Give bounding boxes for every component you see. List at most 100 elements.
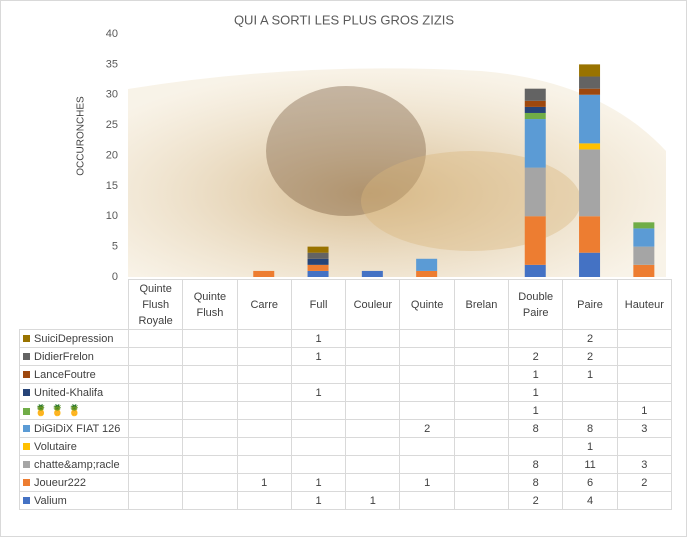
legend-label: LanceFoutre [34, 368, 96, 381]
empty-cell [290, 455, 347, 474]
bar-segment [579, 216, 601, 253]
bar-segment [416, 270, 438, 277]
empty-cell [399, 437, 455, 456]
y-tick-label: 35 [106, 58, 118, 70]
bar-segment [579, 143, 601, 150]
empty-cell [236, 491, 292, 510]
empty-cell [127, 455, 184, 474]
empty-cell [182, 365, 238, 384]
table-value: 2 [562, 329, 618, 348]
empty-cell [236, 455, 292, 474]
legend-label: DidierFrelon [34, 350, 94, 363]
empty-cell [345, 329, 401, 348]
bar-segment [307, 258, 329, 265]
table-value: 3 [616, 455, 672, 474]
legend-cell: LanceFoutre [19, 365, 129, 384]
bar-segment [524, 167, 546, 217]
bar-segment [579, 76, 601, 89]
empty-cell [453, 473, 510, 492]
table-value: 1 [508, 383, 564, 402]
y-axis-label: OCCURONCHES [76, 96, 87, 176]
series-row: 🍍 🍍 🍍 1 1 [19, 401, 672, 420]
empty-cell [182, 383, 238, 402]
category-label: Double Paire [508, 279, 564, 330]
empty-cell [562, 401, 618, 420]
empty-cell [127, 437, 184, 456]
empty-cell [290, 365, 347, 384]
empty-cell [453, 401, 510, 420]
empty-cell [616, 329, 672, 348]
empty-cell [508, 329, 564, 348]
table-value: 1 [508, 401, 564, 420]
empty-cell [182, 347, 238, 366]
legend-label: Joueur222 [34, 476, 86, 489]
empty-cell [182, 401, 238, 420]
series-row: United-Khalifa 1 1 [19, 383, 672, 402]
empty-cell [345, 473, 401, 492]
table-value: 6 [562, 473, 618, 492]
empty-cell [616, 491, 672, 510]
bar-segment [524, 106, 546, 113]
empty-cell [453, 347, 510, 366]
table-value: 11 [562, 455, 618, 474]
bar-segment [307, 252, 329, 259]
empty-cell [508, 437, 564, 456]
category-label: Quinte Flush [182, 279, 238, 330]
legend-swatch [23, 443, 30, 451]
series-row: chatte&amp;racle 8 11 3 [19, 455, 672, 474]
empty-cell [616, 437, 672, 456]
category-label: Quinte [399, 279, 455, 330]
legend-swatch [23, 497, 30, 505]
table-value: 8 [508, 419, 564, 438]
empty-cell [182, 473, 238, 492]
series-row: DidierFrelon 1 2 2 [19, 347, 672, 366]
legend-swatch [23, 425, 30, 433]
empty-cell [127, 383, 184, 402]
table-value: 3 [616, 419, 672, 438]
y-tick-label: 5 [112, 241, 118, 253]
bar-segment [307, 270, 329, 277]
legend-cell: SuiciDepression [19, 329, 129, 348]
legend-label: Volutaire [34, 440, 77, 453]
data-table: Quinte Flush Royale Quinte Flush Carre Full… [19, 279, 672, 510]
table-value: 2 [508, 347, 564, 366]
chart-title: QUI A SORTI LES PLUS GROS ZIZIS [234, 12, 454, 27]
empty-cell [290, 401, 347, 420]
empty-cell [127, 473, 184, 492]
legend-swatch [23, 407, 30, 415]
bar-segment [579, 64, 601, 77]
table-value: 1 [290, 491, 347, 510]
empty-cell [616, 383, 672, 402]
table-value: 1 [616, 401, 672, 420]
category-label: Couleur [345, 279, 401, 330]
table-value: 2 [508, 491, 564, 510]
table-value: 1 [345, 491, 401, 510]
empty-cell [399, 329, 455, 348]
legend-label: Valium [34, 494, 67, 507]
legend-label: 🍍 🍍 🍍 [34, 405, 82, 417]
series-row: Valium 1 1 2 4 [19, 491, 672, 510]
empty-cell [453, 491, 510, 510]
legend-cell: DidierFrelon [19, 347, 129, 366]
series-row: LanceFoutre 1 1 [19, 365, 672, 384]
table-value: 1 [290, 329, 347, 348]
table-value: 2 [562, 347, 618, 366]
table-value: 1 [290, 383, 347, 402]
table-value: 1 [290, 473, 347, 492]
bar-segment [253, 270, 275, 277]
table-value: 1 [508, 365, 564, 384]
bar-segment [524, 88, 546, 101]
table-value: 1 [562, 437, 618, 456]
legend-label: DiGiDiX FIAT 126 [34, 422, 121, 435]
bar-segment [633, 246, 655, 265]
empty-cell [182, 491, 238, 510]
empty-cell [453, 365, 510, 384]
y-tick-label: 0 [112, 271, 118, 283]
category-label: Hauteur [616, 279, 672, 330]
y-tick-label: 15 [106, 180, 118, 192]
empty-cell [236, 365, 292, 384]
bar-segment [579, 88, 601, 95]
empty-cell [236, 437, 292, 456]
table-value: 1 [562, 365, 618, 384]
legend-cell: DiGiDiX FIAT 126 [19, 419, 129, 438]
